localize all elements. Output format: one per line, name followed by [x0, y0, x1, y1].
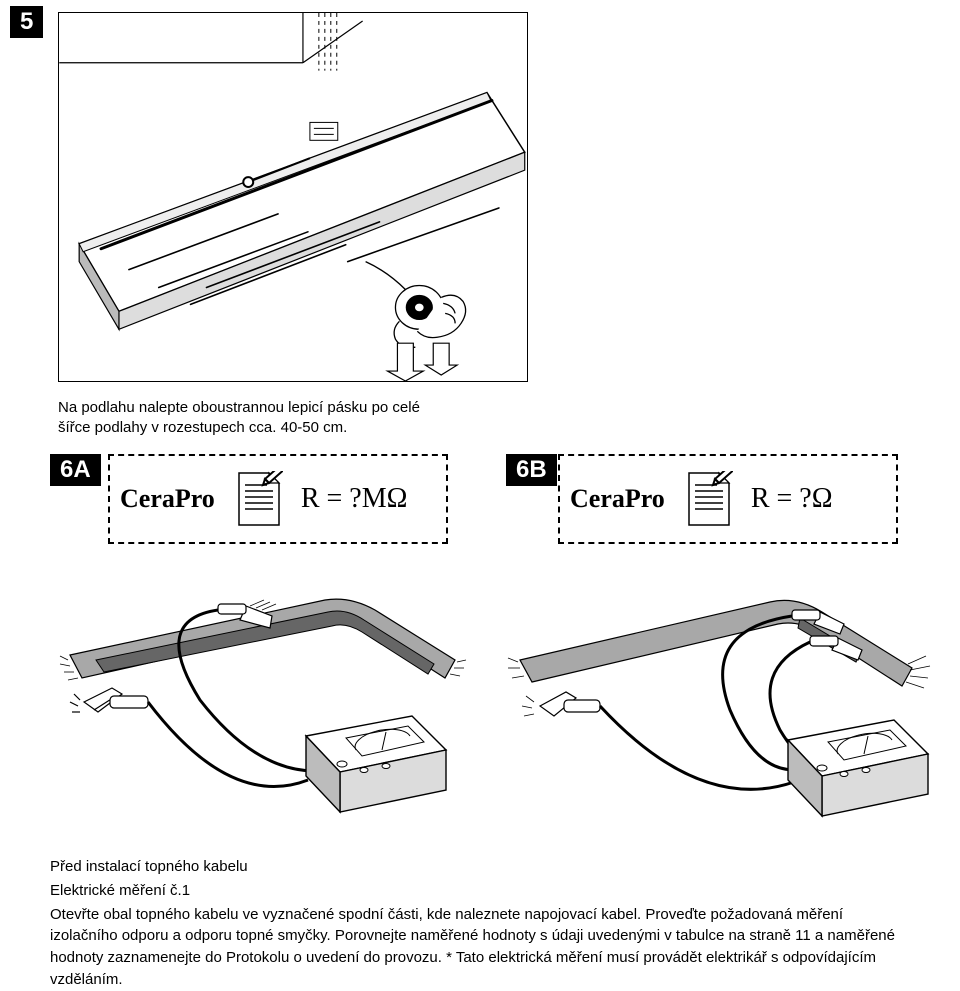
- floor-tape-svg: [59, 13, 527, 381]
- caption-5-line1: Na podlahu nalepte oboustrannou lepicí p…: [58, 399, 420, 416]
- step-6b-badge: 6B: [506, 454, 557, 486]
- bottom-heading-1: Před instalací topného kabelu: [50, 856, 910, 878]
- figure-6b-meter: [500, 560, 940, 835]
- formula-6b: R = ?Ω: [751, 483, 833, 515]
- note-icon: [235, 471, 283, 527]
- formula-6a: R = ?MΩ: [301, 483, 408, 515]
- measurement-box-6b: CeraPro R = ?Ω: [558, 454, 898, 544]
- bottom-text-block: Před instalací topného kabelu Elektrické…: [50, 856, 910, 991]
- note-icon: [685, 471, 733, 527]
- bottom-heading-2: Elektrické měření č.1: [50, 880, 910, 902]
- brand-label-6b: CeraPro: [570, 484, 665, 514]
- figure-5-caption: Na podlahu nalepte oboustrannou lepicí p…: [58, 398, 528, 439]
- brand-label-6a: CeraPro: [120, 484, 215, 514]
- bottom-paragraph: Otevřte obal topného kabelu ve vyznačené…: [50, 904, 910, 991]
- measurement-box-6a: CeraPro R = ?MΩ: [108, 454, 448, 544]
- step-5-badge: 5: [10, 6, 43, 38]
- figure-5-floor-illustration: [58, 12, 528, 382]
- step-6a-badge: 6A: [50, 454, 101, 486]
- caption-5-line2: šířce podlahy v rozestupech cca. 40-50 c…: [58, 419, 347, 436]
- figure-6a-meter: [50, 560, 490, 835]
